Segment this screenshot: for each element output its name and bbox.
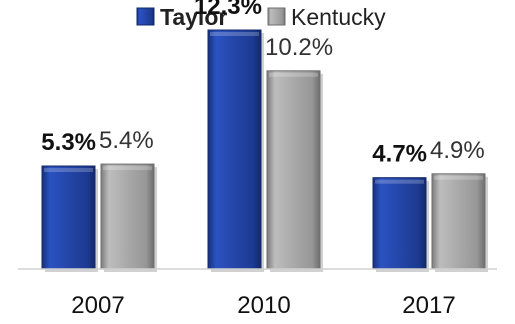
value-label-taylor-2010: 12.3%: [194, 0, 262, 20]
x-tick-label-2007: 2007: [71, 292, 124, 319]
bar-highlight: [44, 168, 93, 173]
x-tick-label-2017: 2017: [402, 292, 455, 319]
x-tick-label-2010: 2010: [237, 292, 290, 319]
bar-kentucky-2010: [266, 70, 321, 270]
value-labels: 5.3% 5.4% 12.3%10.2% 4.7% 4.9%: [41, 0, 484, 168]
value-label-kentucky-2007: 5.4%: [99, 127, 154, 154]
legend-label-taylor: Taylor: [160, 4, 227, 30]
bar-kentucky-2007: [100, 163, 155, 270]
bar-taylor-2010: [207, 29, 262, 270]
value-label-taylor-2007: 5.3%: [41, 129, 96, 156]
value-label-taylor-2017: 4.7%: [372, 141, 427, 168]
value-label-kentucky-2017: 4.9%: [430, 137, 485, 164]
legend-swatch-taylor: [136, 7, 155, 26]
bars: [41, 29, 488, 272]
bar-taylor-2007: [41, 165, 96, 270]
bar-highlight: [375, 179, 424, 184]
bar-kentucky-2017: [431, 173, 486, 270]
value-label-kentucky-2010: 10.2%: [265, 34, 333, 61]
legend-label-kentucky: Kentucky: [291, 4, 386, 30]
bar-highlight: [210, 32, 259, 37]
x-axis-ticks: 2007 2010 2017: [71, 292, 455, 319]
legend-item-taylor: Taylor: [136, 4, 227, 30]
bar-taylor-2017: [372, 177, 427, 270]
bar-highlight: [434, 175, 483, 180]
legend: Taylor Kentucky: [136, 4, 386, 30]
bar-highlight: [269, 72, 318, 77]
legend-item-kentucky: Kentucky: [267, 4, 386, 30]
bar-highlight: [103, 166, 152, 171]
legend-swatch-kentucky: [267, 7, 286, 26]
